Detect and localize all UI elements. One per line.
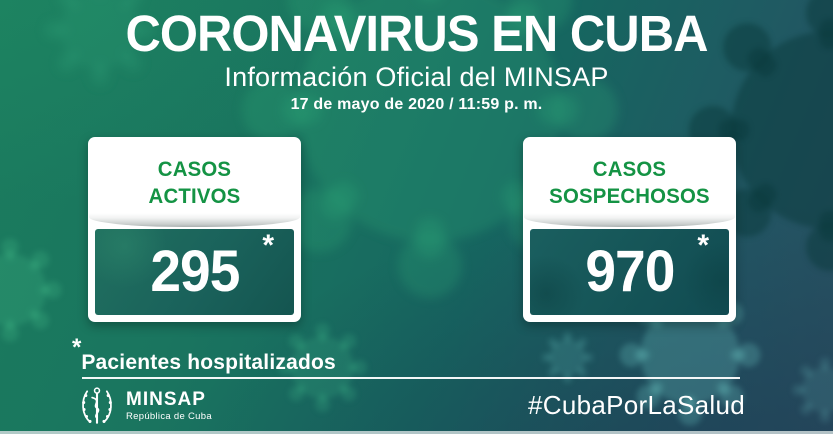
footnote-asterisk: * xyxy=(72,334,82,361)
asterisk-mark: * xyxy=(697,229,709,262)
logo-subtitle: República de Cuba xyxy=(126,410,212,422)
minsap-logo: MINSAP República de Cuba xyxy=(76,385,212,427)
card-label-line2: ACTIVOS xyxy=(148,185,241,208)
page-subtitle: Información Oficial del MINSAP xyxy=(224,62,609,93)
stat-value: 295 xyxy=(149,239,240,304)
page-curl-shadow xyxy=(89,213,300,227)
header: CORONAVIRUS EN CUBA Información Oficial … xyxy=(0,5,833,114)
logo-title: MINSAP xyxy=(126,389,206,411)
card-label-line1: CASOS xyxy=(592,157,667,181)
logo-text: MINSAP República de Cuba xyxy=(126,390,212,422)
virus-icon xyxy=(0,238,62,342)
caduceus-wreath-icon xyxy=(82,387,112,424)
hashtag-text: #CubaPorLaSalud xyxy=(528,390,745,420)
asterisk-mark: * xyxy=(262,229,274,262)
stat-value-panel: 295 * xyxy=(95,229,294,315)
page-curl-shadow xyxy=(524,213,735,227)
divider-line xyxy=(82,377,740,379)
virus-icon xyxy=(792,357,833,423)
date-text: 17 de mayo de 2020 / 11:59 p. m. xyxy=(290,96,543,114)
page-title: CORONAVIRUS EN CUBA xyxy=(125,5,709,62)
card-label-line2: SOSPECHOSOS xyxy=(549,185,710,208)
card-label-line1: CASOS xyxy=(157,157,232,181)
stat-value: 970 xyxy=(584,239,675,304)
stat-value-panel: 970 * xyxy=(530,229,729,315)
bottom-edge-strip xyxy=(0,431,833,434)
stat-card-suspected-cases: CASOS SOSPECHOSOS 970 * xyxy=(523,137,736,322)
virus-icon xyxy=(541,331,594,384)
card-label: CASOS ACTIVOS xyxy=(91,137,298,213)
stat-card-active-cases: CASOS ACTIVOS 295 * xyxy=(88,137,301,322)
footnote-text: Pacientes hospitalizados xyxy=(81,351,336,374)
card-label: CASOS SOSPECHOSOS xyxy=(526,137,733,213)
footnote: *Pacientes hospitalizados xyxy=(72,334,336,375)
